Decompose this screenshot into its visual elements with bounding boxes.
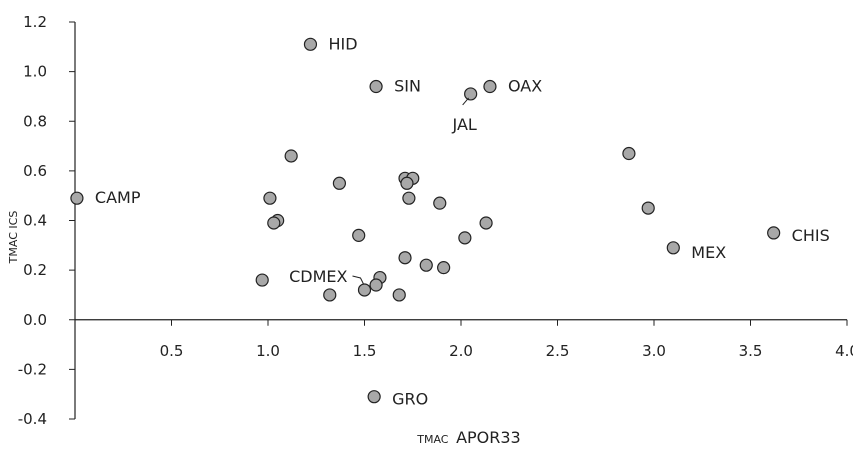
point-label: HID [328,34,357,53]
ticks: 1.2 1.0 0.8 0.6 0.4 0.2 0.0 -0.2 -0.4 0.5 1.0 1.5 2.… [18,13,853,428]
point-label: OAX [508,77,542,96]
x-tick-label: 1.5 [353,342,377,360]
y-tick-label: -0.4 [18,410,47,428]
scatter-point [464,87,478,101]
point-label: JAL [452,115,477,134]
x-tick-label: 2.0 [449,342,473,360]
label-leader-line [462,97,470,106]
scatter-point [458,231,472,245]
point-label: CHIS [792,226,830,245]
x-tick-label: 2.5 [546,342,570,360]
scatter-point [419,258,433,272]
scatter-point [70,191,84,205]
scatter-point [284,149,298,163]
x-axis-title-main: APOR33 [456,428,521,447]
y-axis-title: TMAC ICS [7,211,20,265]
point-label: CDMEX [289,267,347,286]
x-tick-label: 0.5 [160,342,184,360]
point-labels: HID SIN OAX JAL CAMP CHIS MEX CDMEX GRO [95,34,830,408]
scatter-point [357,283,372,297]
scatter-point [641,201,655,215]
point-label: GRO [392,390,428,409]
y-tick-label: 1.2 [23,13,47,31]
scatter-point [400,176,414,190]
scatter-point [622,146,636,161]
point-label: SIN [394,77,421,96]
x-tick-label: 1.0 [256,342,280,360]
y-tick-label: -0.2 [18,360,47,378]
scatter-point [303,37,318,51]
y-tick-label: 0.6 [23,162,47,180]
x-tick-label: 4.0 [835,342,853,360]
label-leader-line [352,275,364,285]
scatter-point [433,196,447,210]
scatter-point [398,251,412,265]
scatter-point [483,79,497,94]
x-axis-title: TMAC APOR33 [416,428,520,447]
scatter-point [369,278,383,292]
x-tick-label: 3.5 [739,342,763,360]
scatter-point [479,216,493,230]
scatter-point [323,288,337,302]
scatter-point [255,273,269,287]
data-points [70,37,781,404]
point-label: MEX [691,243,726,262]
y-tick-label: 0.4 [23,212,47,230]
x-axis-title-prefix: TMAC [416,433,449,446]
scatter-point [369,79,383,94]
scatter-point [352,228,366,242]
y-tick-label: 1.0 [23,63,47,81]
scatter-point [767,226,781,240]
scatter-point [332,176,347,190]
y-tick-label: 0.8 [23,112,47,130]
point-label: CAMP [95,188,141,207]
x-tick-label: 3.0 [642,342,666,360]
scatter-point [666,241,680,255]
scatter-point [402,191,416,205]
scatter-point [437,261,451,275]
scatter-point [263,191,277,205]
scatter-point [367,390,381,404]
y-tick-label: 0.0 [23,311,47,329]
scatter-point [267,216,281,230]
y-tick-label: 0.2 [23,261,47,279]
scatter-point [392,288,406,302]
